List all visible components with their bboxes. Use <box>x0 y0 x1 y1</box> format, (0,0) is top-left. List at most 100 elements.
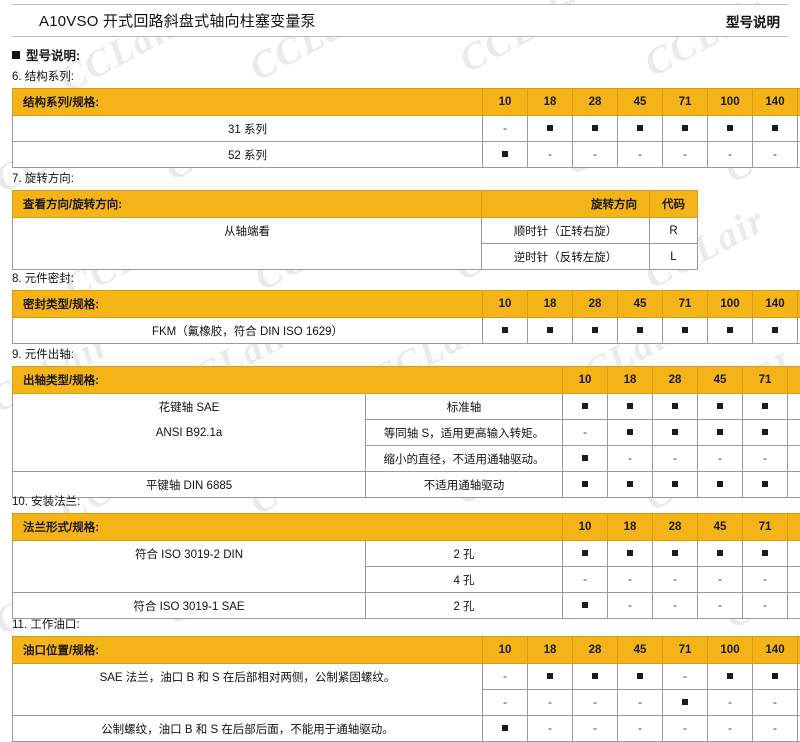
cell-mark: - <box>528 690 573 716</box>
table-header-row: 法兰形式/规格: 10 18 28 45 71 100 140 代码 <box>13 514 800 541</box>
cell-mark <box>563 446 608 472</box>
unavailable-dash-icon: - <box>628 599 632 611</box>
col-header-size-100: 100 <box>708 637 753 664</box>
available-mark-icon <box>592 125 598 131</box>
table-row: 符合 ISO 3019-1 SAE 2 孔 - - - - - - C <box>13 593 800 619</box>
col-header-size-10: 10 <box>563 514 608 541</box>
row-sublabel: 等同轴 S，适用更高输入转矩。 <box>366 420 563 446</box>
available-mark-icon <box>582 455 588 461</box>
row-label: 31 系列 <box>13 116 483 142</box>
row-label: 花键轴 SAE <box>13 394 366 420</box>
cell-mark: - <box>653 593 698 619</box>
row-label <box>13 567 366 593</box>
cell-mark: - <box>608 446 653 472</box>
table-header-row: 出轴类型/规格: 10 18 28 45 71 100 140 代码 <box>13 367 800 394</box>
col-header-size-28: 28 <box>573 89 618 116</box>
table-row: 4 孔 - - - - - - B <box>13 567 800 593</box>
unavailable-dash-icon: - <box>763 452 767 464</box>
table-working-ports: 油口位置/规格: 10 18 28 45 71 100 140 代码 SAE 法… <box>12 636 800 742</box>
col-header-size-45: 45 <box>618 637 663 664</box>
available-mark-icon <box>592 327 598 333</box>
unavailable-dash-icon: - <box>763 573 767 585</box>
section-rotation-direction: 7. 旋转方向: 查看方向/旋转方向: 旋转方向 代码 从轴端看 顺时针（正转右… <box>12 172 698 270</box>
unavailable-dash-icon: - <box>503 122 507 134</box>
cell-mark <box>573 116 618 142</box>
col-header-size-45: 45 <box>698 514 743 541</box>
row-label: ANSI B92.1a <box>13 420 366 446</box>
unavailable-dash-icon: - <box>683 722 687 734</box>
row-sublabel: 4 孔 <box>366 567 563 593</box>
cell-mark: - <box>563 420 608 446</box>
cell-code: L <box>650 244 698 270</box>
col-header-size-28: 28 <box>573 637 618 664</box>
col-header-rotation: 旋转方向 <box>482 191 650 218</box>
row-sublabel: 标准轴 <box>366 394 563 420</box>
col-header-size-18: 18 <box>608 514 653 541</box>
cell-mark <box>573 664 618 690</box>
available-mark-icon <box>547 673 553 679</box>
col-header-size-71: 71 <box>663 637 708 664</box>
cell-mark <box>663 690 708 716</box>
page-title: A10VSO 开式回路斜盘式轴向柱塞变量泵 <box>12 10 316 31</box>
unavailable-dash-icon: - <box>503 696 507 708</box>
row-label: 符合 ISO 3019-2 DIN <box>13 541 366 567</box>
unavailable-dash-icon: - <box>683 670 687 682</box>
row-sublabel: 缩小的直径，不适用通轴驱动。 <box>366 446 563 472</box>
unavailable-dash-icon: - <box>763 599 767 611</box>
cell-mark <box>708 116 753 142</box>
table-component-seal: 密封类型/规格: 10 18 28 45 71 100 140 代码 FKM（氟… <box>12 290 800 344</box>
col-header-size-28: 28 <box>573 291 618 318</box>
unavailable-dash-icon: - <box>718 452 722 464</box>
unavailable-dash-icon: - <box>548 722 552 734</box>
unavailable-dash-icon: - <box>728 696 732 708</box>
section-label: 10. 安装法兰: <box>12 495 698 509</box>
cell-mark: - <box>698 593 743 619</box>
col-header-size-10: 10 <box>483 291 528 318</box>
unavailable-dash-icon: - <box>583 426 587 438</box>
col-header-name: 查看方向/旋转方向: <box>13 191 482 218</box>
cell-mark <box>753 318 798 344</box>
available-mark-icon <box>627 403 633 409</box>
unavailable-dash-icon: - <box>628 573 632 585</box>
col-header-size-18: 18 <box>608 367 653 394</box>
row-label: 52 系列 <box>13 142 483 168</box>
section-working-ports: 11. 工作油口: 油口位置/规格: 10 18 28 45 71 100 14… <box>12 618 698 742</box>
row-label <box>13 690 483 716</box>
cell-mark <box>608 394 653 420</box>
cell-mark <box>573 318 618 344</box>
table-row: FKM（氟橡胶，符合 DIN ISO 1629） V <box>13 318 800 344</box>
unavailable-dash-icon: - <box>673 573 677 585</box>
cell-mark: - <box>573 690 618 716</box>
cell-mark: - <box>663 664 708 690</box>
cell-mark <box>698 394 743 420</box>
available-mark-icon <box>637 327 643 333</box>
unavailable-dash-icon: - <box>728 148 732 160</box>
available-mark-icon <box>502 725 508 731</box>
unavailable-dash-icon: - <box>673 599 677 611</box>
available-mark-icon <box>727 673 733 679</box>
available-mark-icon <box>627 429 633 435</box>
col-header-size-45: 45 <box>698 367 743 394</box>
table-row: 缩小的直径，不适用通轴驱动。 - - - - - - U <box>13 446 800 472</box>
table-header-row: 密封类型/规格: 10 18 28 45 71 100 140 代码 <box>13 291 800 318</box>
table-header-row: 查看方向/旋转方向: 旋转方向 代码 <box>13 191 698 218</box>
unavailable-dash-icon: - <box>638 722 642 734</box>
col-header-name: 出轴类型/规格: <box>13 367 563 394</box>
available-mark-icon <box>502 151 508 157</box>
col-header-size-71: 71 <box>663 291 708 318</box>
available-mark-icon <box>547 327 553 333</box>
available-mark-icon <box>717 403 723 409</box>
unavailable-dash-icon: - <box>773 696 777 708</box>
cell-mark <box>753 116 798 142</box>
cell-mark: - <box>753 142 798 168</box>
cell-mark: - <box>788 420 800 446</box>
available-mark-icon <box>717 429 723 435</box>
cell-mark <box>563 472 608 498</box>
cell-mark <box>618 116 663 142</box>
cell-mark <box>608 541 653 567</box>
unavailable-dash-icon: - <box>718 573 722 585</box>
unavailable-dash-icon: - <box>638 148 642 160</box>
cell-mark <box>528 664 573 690</box>
col-header-size-140: 140 <box>753 291 798 318</box>
